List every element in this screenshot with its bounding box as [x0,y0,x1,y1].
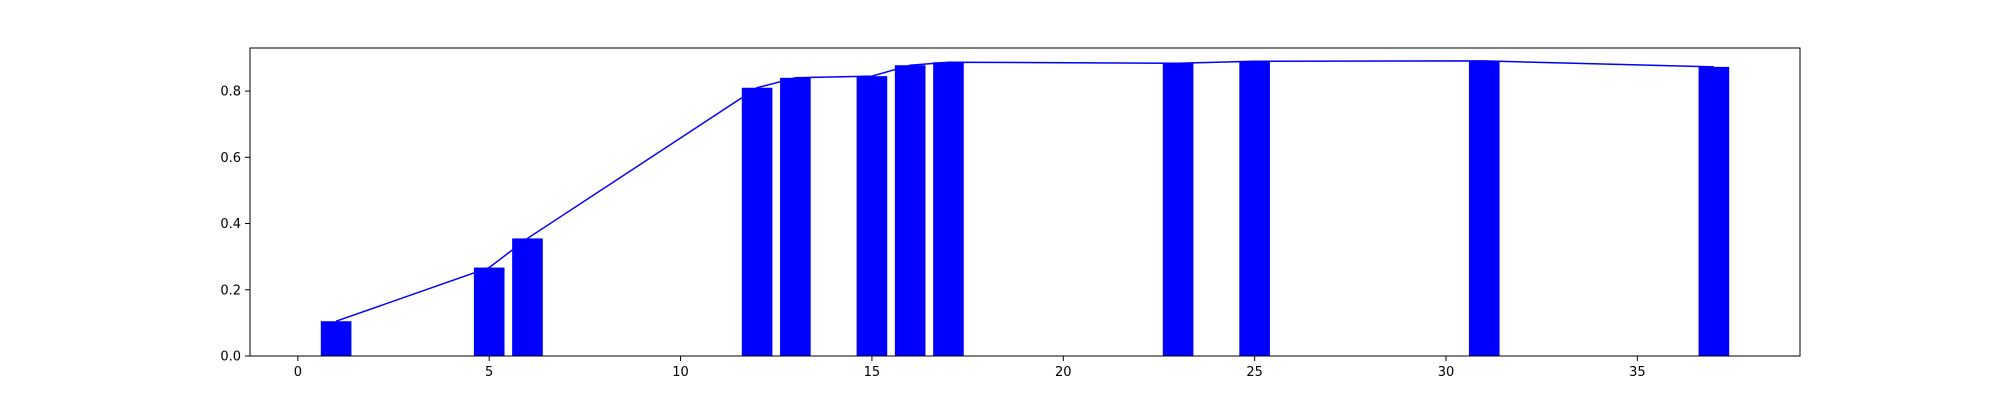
x-tick-label: 0 [294,365,302,380]
plot-area [320,60,1730,357]
bar-12 [741,87,773,356]
bar-23 [1162,63,1194,357]
bar-25 [1239,61,1270,356]
bar-6 [512,238,543,356]
x-tick-label: 10 [672,365,689,380]
y-axis: 0.0 0.2 0.4 0.6 0.8 [220,85,250,365]
bar-31 [1468,60,1500,356]
x-tick-label: 20 [1055,365,1072,380]
bar-5 [473,267,505,356]
bar-37 [1698,66,1730,357]
y-tick-label: 0.2 [220,283,241,298]
bar-13 [780,77,811,356]
bar-16 [894,65,926,357]
y-tick-label: 0.4 [220,217,241,232]
y-tick-label: 0.8 [220,85,241,100]
bar-17 [933,62,964,357]
y-tick-label: 0.0 [220,350,241,365]
x-axis: 0 5 10 15 20 25 30 35 [294,356,1646,380]
x-tick-label: 25 [1246,365,1263,380]
x-tick-label: 15 [864,365,881,380]
bar-1 [320,321,352,356]
axes-frame [249,47,1801,357]
bar-15 [856,76,888,356]
series-line [335,60,1714,322]
y-tick-label: 0.6 [220,151,241,166]
x-tick-label: 35 [1629,365,1646,380]
x-tick-label: 30 [1438,365,1455,380]
x-tick-label: 5 [485,365,493,380]
